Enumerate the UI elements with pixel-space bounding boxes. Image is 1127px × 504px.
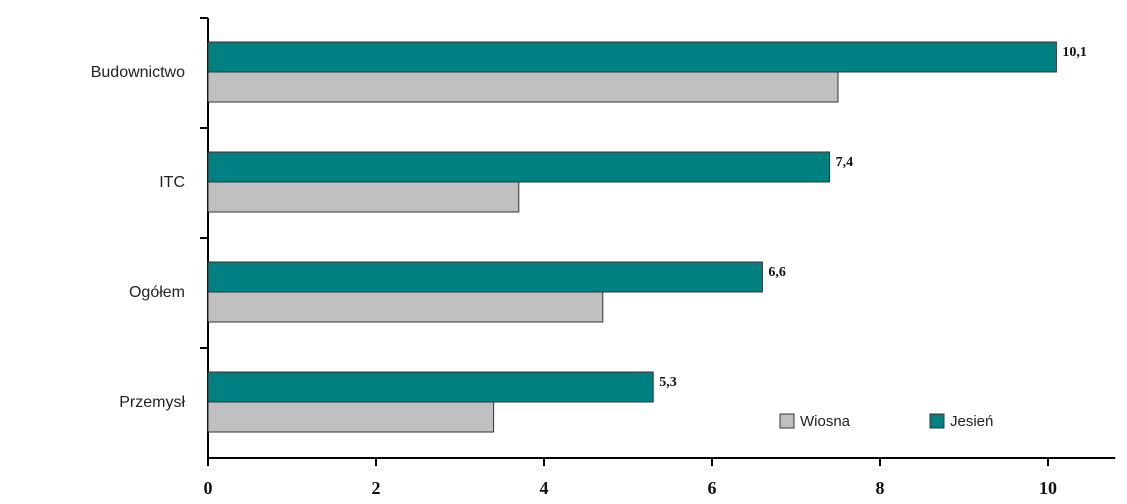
category-label: Ogółem	[129, 284, 185, 301]
category-label: Przemysł	[119, 394, 185, 411]
legend-label: Wiosna	[800, 413, 851, 430]
legend-swatch	[929, 413, 945, 429]
bar	[207, 261, 763, 293]
category-label: ITC	[159, 174, 185, 191]
bar	[207, 371, 654, 403]
value-label: 10,1	[1062, 45, 1087, 60]
x-tick-label: 2	[372, 478, 381, 498]
value-label: 6,6	[768, 265, 786, 280]
bar	[207, 401, 495, 433]
bar	[207, 151, 831, 183]
legend-swatch	[779, 413, 795, 429]
bar	[207, 291, 604, 323]
bar	[207, 41, 1057, 73]
category-label: Budownictwo	[91, 64, 185, 81]
x-tick-label: 6	[708, 478, 717, 498]
x-tick-label: 10	[1039, 478, 1057, 498]
legend-label: Jesień	[950, 413, 993, 430]
x-tick-label: 8	[876, 478, 885, 498]
x-tick-label: 0	[204, 478, 213, 498]
bar	[207, 181, 520, 213]
value-label: 7,4	[836, 155, 854, 170]
bar	[207, 71, 839, 103]
x-tick-label: 4	[540, 478, 549, 498]
value-label: 5,3	[659, 375, 677, 390]
